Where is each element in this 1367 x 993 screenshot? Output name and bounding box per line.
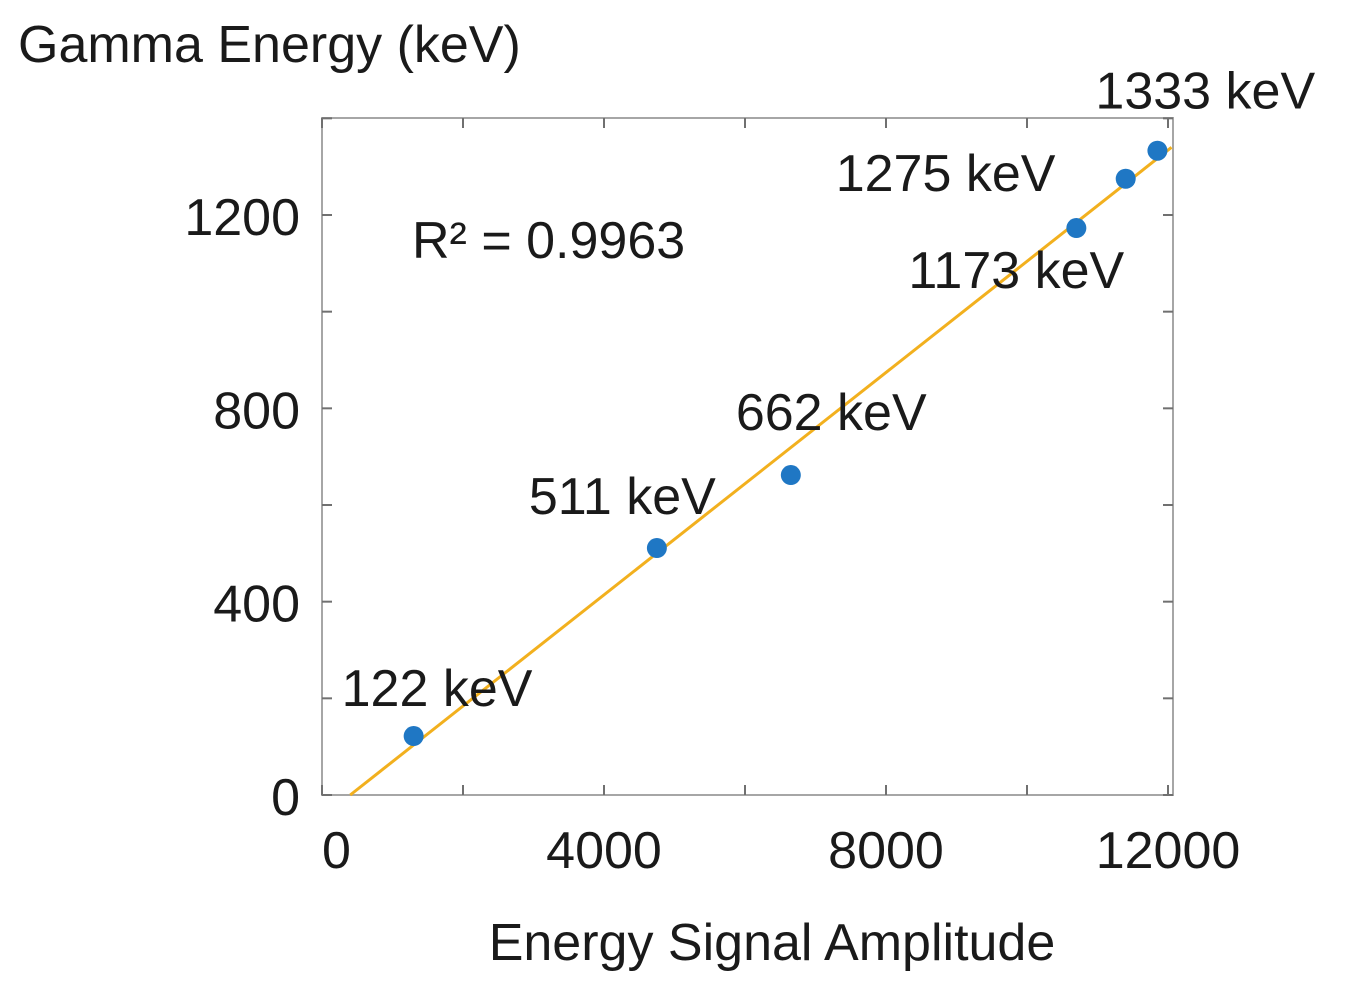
- x-tick-label: 0: [322, 822, 351, 880]
- data-point: [403, 726, 424, 747]
- x-tick-marks: [321, 118, 1169, 795]
- data-point-label: 662 keV: [736, 384, 927, 442]
- y-tick-label: 400: [213, 576, 300, 634]
- y-tick-label: 0: [271, 769, 300, 827]
- x-tick-label: 8000: [828, 822, 944, 880]
- r-squared-annotation: R² = 0.9963: [412, 212, 685, 270]
- x-tick-labels: 0 4000 8000 12000: [322, 822, 1240, 880]
- y-tick-labels: 0 400 800 1200: [184, 189, 300, 827]
- data-point: [646, 538, 667, 559]
- point-labels: 122 keV 511 keV 662 keV 1173 keV 1275 keV 133…: [342, 63, 1316, 718]
- y-tick-marks: [322, 117, 1173, 796]
- data-point-label: 1173 keV: [908, 242, 1124, 300]
- data-point-label: 511 keV: [529, 468, 716, 526]
- data-point-label: 1275 keV: [836, 145, 1056, 203]
- data-point: [1066, 218, 1087, 239]
- y-tick-label: 800: [213, 382, 300, 440]
- data-point: [1147, 140, 1168, 161]
- fit-line: [349, 146, 1173, 797]
- x-tick-label: 4000: [546, 822, 662, 880]
- data-point: [1115, 168, 1136, 189]
- data-point: [780, 465, 801, 486]
- data-points: [403, 140, 1168, 747]
- data-point-label: 122 keV: [342, 660, 533, 718]
- plot-frame: [321, 117, 1174, 796]
- data-point-label: 1333 keV: [1095, 63, 1315, 121]
- y-axis-title: Gamma Energy (keV): [18, 16, 521, 74]
- x-tick-label: 12000: [1096, 822, 1241, 880]
- y-tick-label: 1200: [184, 189, 300, 247]
- x-axis-title: Energy Signal Amplitude: [489, 914, 1056, 972]
